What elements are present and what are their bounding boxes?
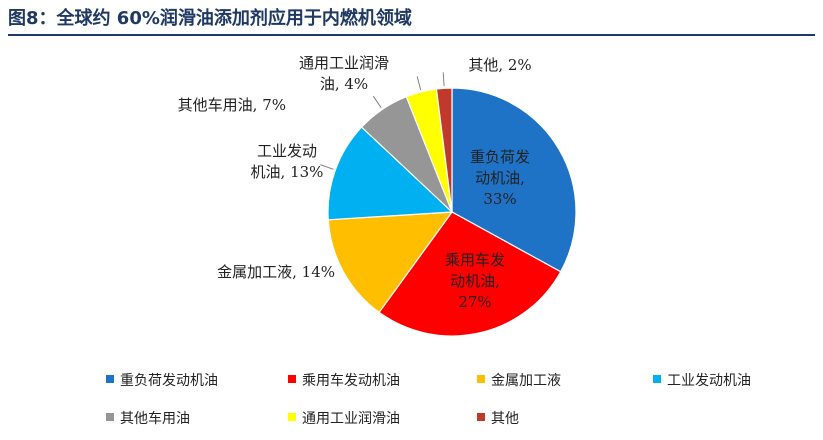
legend-swatch-0 [106, 375, 114, 383]
pie-slice-0 [451, 87, 577, 273]
slice-label-4: 其他车用油, 7% [178, 96, 286, 114]
pie-slice-3 [327, 126, 454, 221]
legend-label-5: 通用工业润滑油 [302, 410, 400, 427]
legend-swatch-3 [653, 375, 661, 383]
pie-slice-2 [327, 211, 454, 314]
leader-line-3 [320, 164, 334, 170]
slice-label-2: 金属加工液, 14% [217, 263, 335, 281]
legend-label-2: 金属加工液 [491, 373, 561, 389]
title-rule [8, 34, 815, 36]
legend-swatch-2 [477, 375, 485, 383]
pie-slices [327, 87, 577, 337]
leader-lines [320, 72, 445, 170]
pie-slice-6 [435, 87, 453, 213]
legend-swatch-5 [288, 413, 296, 421]
slice-label-5: 通用工业润滑油, 4% [299, 54, 389, 93]
leader-line-4 [372, 95, 382, 109]
figure-title: 图8：全球约 60%润滑油添加剂应用于内燃机领域 [8, 8, 412, 29]
legend-label-0: 重负荷发动机油 [120, 373, 218, 389]
slice-label-1: 乘用车发动机油, 27% [445, 251, 505, 311]
slice-labels: 重负荷发动机油, 33% 乘用车发动机油, 27% 金属加工液, 14% 工业发动机油, … [178, 54, 532, 311]
leader-line-6 [442, 72, 445, 87]
legend-label-1: 乘用车发动机油 [302, 372, 400, 389]
slice-label-0: 重负荷发动机油, 33% [470, 148, 530, 208]
pie-slice-1 [378, 211, 562, 337]
legend-swatch-1 [288, 375, 296, 383]
legend-label-3: 工业发动机油 [667, 373, 751, 389]
leader-line-5 [416, 76, 422, 91]
legend-label-6: 其他 [491, 411, 519, 427]
slice-label-6: 其他, 2% [468, 56, 531, 74]
legend-label-4: 其他车用油 [120, 410, 190, 427]
slice-label-3: 工业发动机油, 13% [251, 142, 324, 181]
legend-swatch-6 [477, 413, 485, 421]
legend-swatch-4 [106, 413, 114, 421]
